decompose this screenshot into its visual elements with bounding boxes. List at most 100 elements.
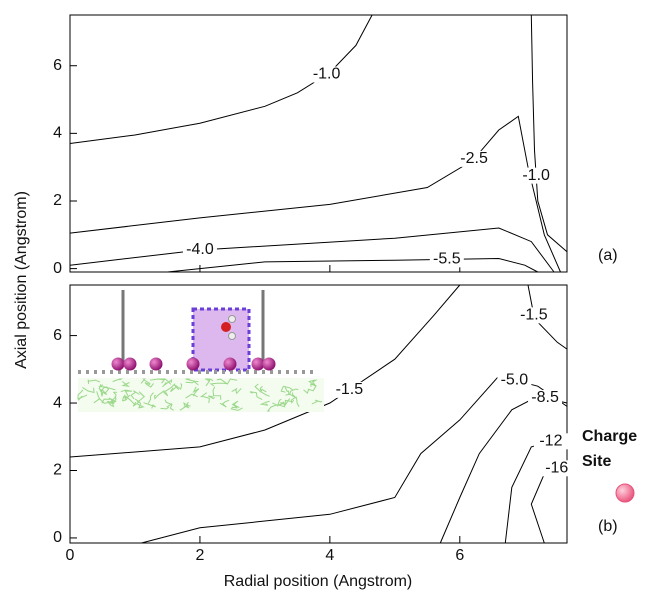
texture-stroke [82, 386, 95, 394]
contour-label: -5.5 [433, 251, 461, 268]
texture-stroke [219, 399, 230, 408]
y-tick-label: 4 [53, 394, 62, 411]
y-tick-label: 6 [53, 327, 62, 344]
membrane-texture [77, 378, 323, 412]
texture-stroke [153, 390, 165, 400]
ball [149, 357, 163, 371]
oxygen [221, 322, 231, 332]
texture-stroke [192, 386, 200, 397]
texture-stroke [121, 396, 130, 402]
y-tick-label: 2 [53, 462, 62, 479]
texture-stroke [285, 388, 299, 396]
texture-stroke [284, 398, 292, 406]
texture-stroke [175, 383, 183, 390]
texture-stroke [112, 378, 123, 383]
panel: 0 2 4 6 (a) -1.0 -2.5 -1.0 -4.0 -5.5 [53, 14, 618, 277]
texture-stroke [290, 396, 298, 404]
texture-stroke [231, 387, 242, 395]
texture-stroke [311, 399, 323, 405]
contour-line [167, 257, 539, 273]
contour-label-bg [533, 433, 568, 450]
texture-stroke [121, 381, 131, 387]
texture-stroke [212, 386, 222, 400]
ball [186, 357, 200, 371]
contour-line [69, 115, 561, 273]
texture-stroke [134, 398, 145, 409]
inset-illustration [77, 290, 324, 412]
contour-line [530, 14, 568, 253]
plot-frame [69, 284, 568, 544]
contour-label: -4.0 [186, 241, 214, 258]
legend-marker [615, 483, 635, 503]
contour-label-bg [528, 389, 563, 406]
contour-label: -5.0 [501, 371, 529, 388]
texture-stroke [259, 385, 267, 394]
contour-label: -1.0 [522, 167, 550, 184]
x-tick-label: 4 [325, 547, 334, 564]
texture-stroke [164, 399, 174, 411]
texture-stroke [99, 388, 108, 396]
texture-stroke [205, 378, 211, 382]
y-tick-label: 6 [53, 57, 62, 74]
legend-text: Site [582, 453, 611, 470]
contour-line [504, 436, 568, 544]
texture-stroke [208, 395, 216, 400]
contour-label: -1.0 [313, 66, 341, 83]
texture-stroke [254, 383, 270, 397]
texture-stroke [147, 392, 154, 404]
texture-stroke [266, 402, 278, 412]
unit-cell [191, 307, 251, 372]
contour-label-bg [516, 307, 551, 324]
legend-text: Charge [582, 428, 637, 445]
ball [111, 357, 125, 371]
contour-label-bg [182, 242, 217, 259]
hydrogen [228, 332, 236, 340]
plot-frame [69, 14, 568, 273]
texture-stroke [130, 390, 140, 400]
texture-stroke [144, 382, 154, 388]
x-tick-label: 2 [195, 547, 204, 564]
panel-label: (b) [598, 518, 618, 535]
texture-stroke [276, 401, 285, 407]
contour-line [69, 14, 373, 144]
texture-stroke [277, 398, 286, 408]
texture-stroke [182, 402, 191, 408]
x-axis-label: Radial position (Angstrom) [224, 573, 413, 590]
contour-label-bg [332, 381, 367, 398]
y-tick-label: 0 [53, 260, 62, 277]
x-tick-label: 0 [66, 547, 75, 564]
texture-stroke [140, 378, 151, 385]
texture-stroke [103, 395, 117, 404]
texture-stroke [87, 379, 101, 384]
hydrogen [228, 315, 236, 323]
contour-label-bg [309, 66, 344, 83]
texture-stroke [280, 385, 294, 393]
texture-stroke [162, 379, 173, 388]
texture-stroke [137, 391, 146, 403]
texture-stroke [162, 383, 176, 397]
texture-stroke [199, 392, 210, 404]
contour-label-bg [429, 251, 464, 268]
panel: 0 2 4 6 0 2 4 6 (b) -1.5 -1.5 -5.0-8.5 -12 -16 [53, 284, 618, 564]
texture-stroke [143, 402, 156, 409]
contour-label: -2.5 [460, 150, 488, 167]
contour-label: -12 [539, 433, 562, 450]
contour-label-bg [457, 150, 492, 167]
texture-stroke [98, 384, 110, 394]
texture-stroke [77, 389, 84, 400]
ball [223, 357, 237, 371]
contour-label: -1.5 [336, 381, 364, 398]
texture-stroke [110, 391, 118, 403]
contour-label-bg [519, 167, 554, 184]
texture-stroke [185, 381, 199, 386]
texture-stroke [284, 386, 295, 398]
texture-stroke [231, 400, 240, 409]
texture-stroke [216, 378, 238, 385]
texture-stroke [209, 382, 227, 387]
texture-stroke [185, 378, 199, 383]
texture-stroke [150, 378, 166, 384]
y-tick-label: 0 [53, 529, 62, 546]
ball [123, 357, 137, 371]
texture-stroke [120, 389, 132, 397]
